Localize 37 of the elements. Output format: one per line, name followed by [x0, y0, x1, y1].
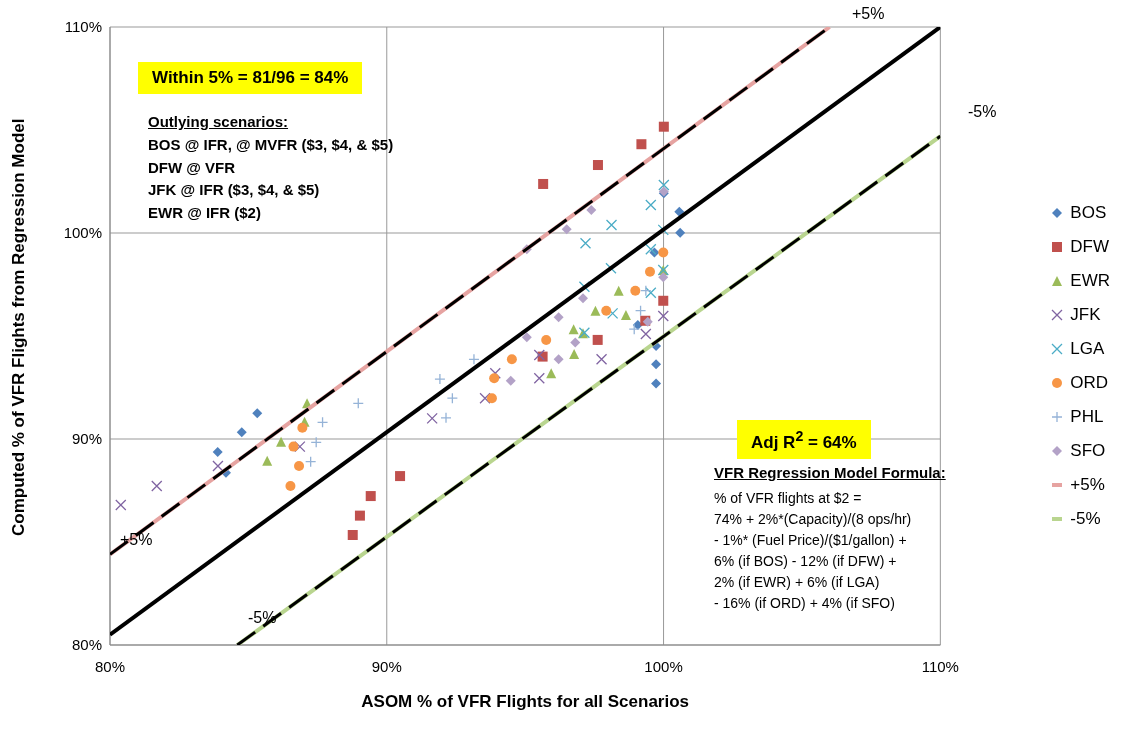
x-tick-label: 100% — [644, 657, 683, 675]
annotation: Adj R$^{2}$ = 64% — [737, 420, 871, 459]
annotation: EWR @ IFR ($2) — [148, 203, 261, 223]
x-tick-label: 110% — [921, 657, 959, 675]
text: +5% — [852, 4, 885, 24]
legend-label: BOS — [1070, 202, 1107, 223]
annotation: Within 5% = 81/96 = 84% — [138, 62, 363, 94]
annotation: VFR Regression Model Formula: — [714, 463, 946, 483]
annotation: JFK @ IFR ($3, $4, & $5) — [148, 180, 320, 200]
y-tick-label: 80% — [71, 636, 102, 654]
annotation: BOS @ IFR, @ MVFR ($3, $4, & $5) — [148, 135, 394, 155]
y-axis-title: Computed % of VFR Flights from Regression Model — [9, 118, 29, 536]
x-axis-title: ASOM % of VFR Flights for all Scenarios — [361, 692, 690, 711]
text: -5% — [968, 102, 997, 122]
legend-label: DFW — [1070, 236, 1110, 257]
annotation: % of VFR flights at $2 = — [714, 489, 862, 508]
annotation: +5% — [120, 530, 153, 550]
y-tick-label: 110% — [64, 18, 102, 36]
x-tick-label: 90% — [371, 657, 402, 675]
y-tick-label: 90% — [71, 430, 102, 448]
annotation: 74% + 2%*(Capacity)/(8 ops/hr) — [714, 510, 912, 529]
annotation: 6% (if BOS) - 12% (if DFW) + — [714, 552, 897, 571]
legend-label: -5% — [1070, 508, 1101, 529]
annotation: - 1%* (Fuel Price)/($1/gallon) + — [714, 531, 907, 550]
legend-label: LGA — [1070, 338, 1105, 359]
annotation: Outlying scenarios: — [148, 112, 289, 132]
x-tick-label: 80% — [94, 657, 126, 675]
legend-label: JFK — [1070, 304, 1101, 325]
legend-label: +5% — [1070, 474, 1105, 495]
annotation: DFW @ VFR — [148, 158, 236, 178]
annotation: 2% (if EWR) + 6% (if LGA) — [714, 573, 880, 592]
annotation: - 16% (if ORD) + 4% (if SFO) — [714, 594, 895, 613]
legend-label: EWR — [1070, 270, 1110, 291]
legend-label: PHL — [1070, 406, 1104, 427]
legend-label: SFO — [1070, 440, 1106, 461]
legend-label: ORD — [1070, 372, 1109, 393]
y-tick-label: 100% — [63, 224, 102, 242]
